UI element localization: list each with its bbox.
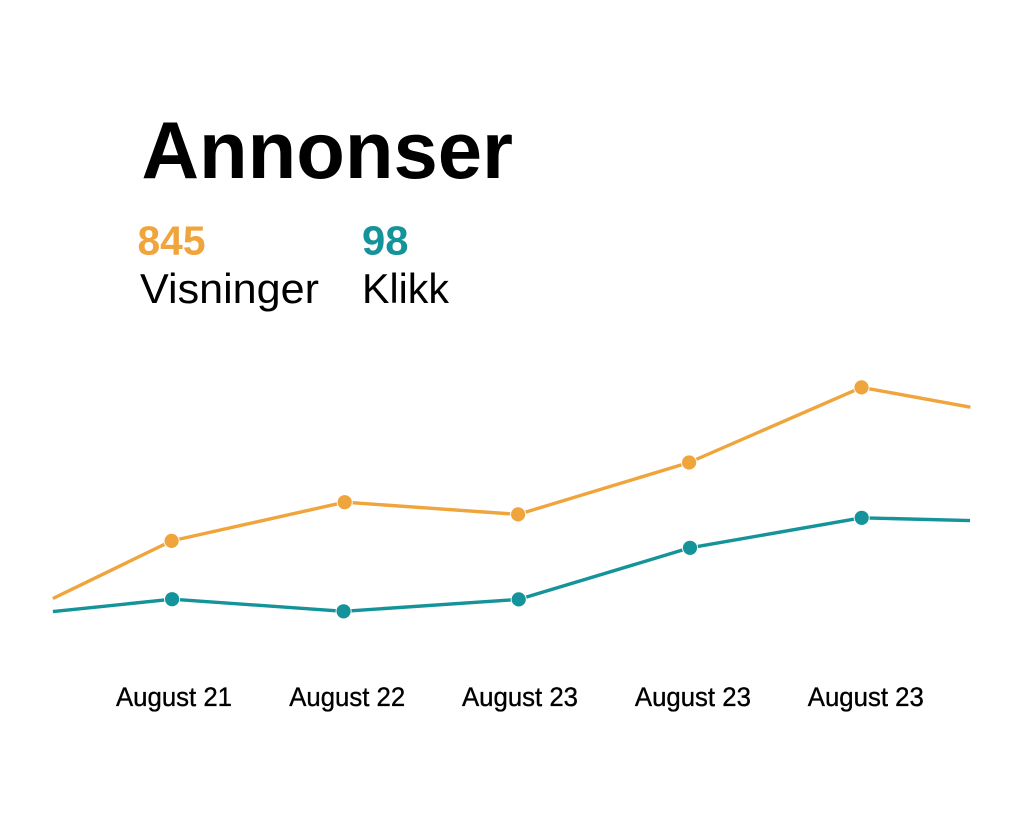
svg-text:98: 98 [362, 218, 409, 264]
svg-text:Annonser: Annonser [142, 106, 514, 196]
svg-text:August 22: August 22 [289, 682, 405, 712]
svg-text:Klikk: Klikk [362, 265, 450, 312]
svg-text:August 23: August 23 [808, 682, 924, 712]
svg-text:August 23: August 23 [462, 682, 578, 712]
svg-text:Visninger: Visninger [140, 265, 319, 312]
svg-text:845: 845 [138, 218, 206, 264]
svg-text:August 21: August 21 [116, 682, 232, 712]
svg-text:August 23: August 23 [635, 682, 751, 712]
